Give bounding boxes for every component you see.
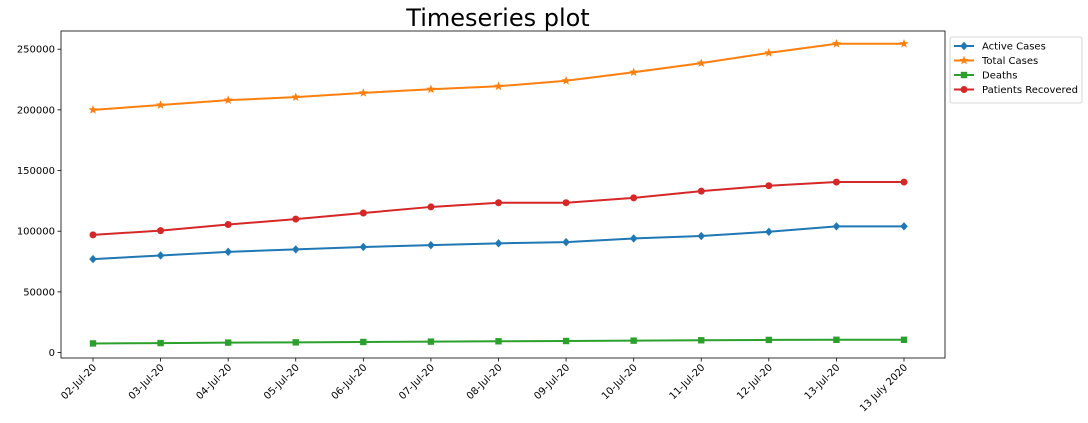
data-point	[360, 338, 367, 346]
legend: Active Cases Total Cases Deaths Patients Re…	[949, 36, 1083, 104]
x-tick-label: 04-Jul-20	[194, 362, 234, 402]
x-tick-label: 07-Jul-20	[397, 362, 437, 402]
data-point	[831, 38, 841, 48]
data-point	[157, 339, 164, 347]
data-point	[561, 75, 571, 85]
data-point	[89, 231, 97, 239]
data-point	[629, 234, 638, 243]
data-point	[629, 67, 639, 77]
data-point	[495, 199, 502, 207]
legend-entry-label: Active Cases	[982, 42, 1046, 53]
data-point	[359, 209, 367, 217]
data-point	[765, 227, 773, 237]
data-point	[427, 203, 435, 211]
data-point	[427, 240, 435, 250]
data-point	[832, 178, 840, 186]
data-point	[291, 92, 301, 102]
data-point	[562, 199, 570, 207]
data-point	[89, 340, 97, 347]
data-point	[765, 336, 773, 344]
legend-marker	[960, 86, 968, 93]
x-tick-label: 09-Jul-20	[532, 362, 572, 402]
series-deaths	[89, 336, 908, 347]
data-point	[224, 221, 232, 229]
data-point	[224, 247, 232, 257]
x-tick-label: 05-Jul-20	[262, 362, 302, 402]
data-point	[358, 88, 368, 97]
data-point	[426, 84, 436, 94]
data-point	[630, 194, 638, 202]
data-point	[833, 336, 840, 343]
x-tick-label: 13 July 2020	[858, 362, 910, 414]
data-point	[494, 239, 503, 248]
y-tick-label: 0	[49, 348, 55, 359]
data-point	[696, 58, 706, 68]
legend-entry-label: Deaths	[982, 71, 1017, 82]
data-point	[697, 187, 705, 195]
series-line	[92, 42, 904, 111]
x-tick-label: 11-Jul-20	[668, 362, 708, 402]
data-point	[156, 100, 166, 109]
data-point	[562, 237, 570, 247]
chart-title: Timeseries plot	[405, 4, 589, 32]
data-point	[88, 105, 98, 114]
y-tick-label: 50000	[23, 287, 55, 298]
data-point	[223, 95, 233, 105]
data-point	[156, 251, 165, 260]
series-active-cases	[89, 222, 908, 264]
data-point	[562, 337, 570, 345]
legend-marker	[959, 55, 969, 65]
data-point	[630, 337, 637, 344]
y-tick-label: 100000	[17, 227, 55, 238]
data-point	[292, 215, 300, 223]
series-patients-recovered	[89, 178, 908, 239]
legend-marker	[960, 71, 968, 79]
data-point	[224, 339, 232, 346]
data-point	[900, 336, 908, 343]
y-tick-label: 250000	[17, 45, 55, 56]
x-tick-label: 10-Jul-20	[600, 362, 640, 402]
data-point	[900, 222, 908, 231]
x-tick-label: 13-Jul-20	[803, 362, 843, 402]
data-point	[493, 81, 504, 91]
y-tick-label: 200000	[17, 105, 55, 116]
data-point	[495, 338, 502, 345]
data-point	[899, 38, 909, 48]
series-total-cases	[88, 38, 909, 114]
data-point	[291, 245, 300, 254]
x-tick-label: 12-Jul-20	[735, 362, 775, 402]
data-point	[359, 242, 368, 252]
data-point	[427, 338, 435, 345]
data-point	[900, 178, 908, 186]
data-point	[832, 222, 841, 231]
legend-entry-label: Patients Recovered	[982, 85, 1078, 96]
y-tick-label: 150000	[17, 166, 55, 177]
legend-marker	[960, 41, 968, 51]
data-point	[157, 227, 165, 235]
x-tick-label: 06-Jul-20	[330, 362, 370, 402]
series-line	[92, 181, 904, 236]
legend-entry-label: Total Cases	[981, 56, 1038, 67]
data-point	[698, 337, 705, 344]
data-point	[765, 182, 773, 190]
data-point	[292, 339, 299, 346]
x-tick-label: 08-Jul-20	[465, 362, 505, 402]
plot-frame	[60, 30, 946, 359]
data-point	[697, 231, 706, 241]
data-point	[764, 48, 774, 57]
x-tick-label: 03-Jul-20	[127, 362, 167, 402]
legend-frame	[949, 36, 1083, 104]
x-tick-label: 02-Jul-20	[59, 362, 99, 402]
data-point	[89, 254, 97, 264]
